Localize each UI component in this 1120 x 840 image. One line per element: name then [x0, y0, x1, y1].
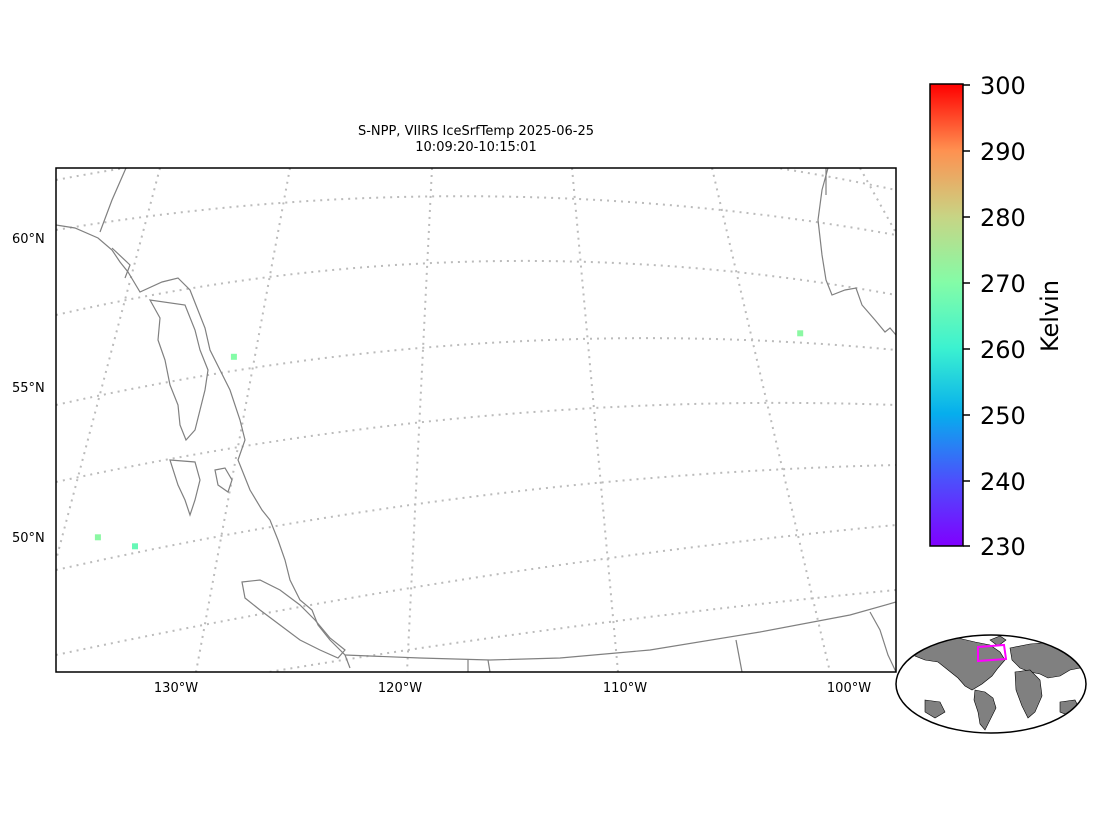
map-title-line1: S-NPP, VIIRS IceSrfTemp 2025-06-25: [357, 124, 595, 139]
lon-label-130w: 130°W: [154, 681, 198, 696]
map-frame: [55, 167, 897, 673]
colorbar-tick-290: 290: [980, 138, 1026, 166]
lon-label-100w: 100°W: [827, 681, 871, 696]
inset-land: [914, 635, 1086, 731]
data-point: [40, 506, 46, 512]
longitude-gridlines: [56, 168, 896, 672]
colorbar-tick-300: 300: [980, 72, 1026, 100]
lat-label-50: 50°N: [12, 531, 45, 546]
colorbar-label: Kelvin: [1036, 280, 1064, 352]
colorbar-gradient: [929, 83, 964, 547]
lon-label-110w: 110°W: [603, 681, 647, 696]
data-point: [132, 543, 138, 550]
colorbar-tick-230: 230: [980, 533, 1026, 561]
data-point: [1114, 386, 1120, 392]
colorbar-tick-270: 270: [980, 270, 1026, 298]
map-title: S-NPP, VIIRS IceSrfTemp 2025-06-25 10:09…: [56, 124, 896, 156]
data-point: [8, 401, 14, 407]
data-point: [1027, 439, 1033, 445]
inset-region-box: [977, 643, 1008, 663]
data-point: [94, 534, 101, 541]
lon-label-120w: 120°W: [378, 681, 422, 696]
data-point: [1029, 401, 1035, 407]
data-point: [797, 330, 804, 337]
map-title-line2: 10:09:20-10:15:01: [415, 140, 537, 155]
lat-label-60: 60°N: [12, 232, 45, 247]
colorbar-tick-250: 250: [980, 402, 1026, 430]
lat-label-55: 55°N: [12, 381, 45, 396]
data-points: [8, 330, 1120, 550]
latitude-gridlines: [56, 168, 896, 672]
colorbar-tick-280: 280: [980, 204, 1026, 232]
colorbar-ticks: [963, 84, 970, 547]
inset-outline: [895, 634, 1087, 734]
colorbar-tick-240: 240: [980, 468, 1026, 496]
colorbar: 300 290 280 270 260 250 240 230 Kelvin: [929, 72, 1064, 561]
data-point: [1049, 395, 1055, 401]
map-panel: [8, 168, 1120, 672]
colorbar-tick-260: 260: [980, 336, 1026, 364]
inset-globe: [895, 634, 1087, 734]
coastlines: [56, 168, 896, 672]
data-point: [230, 353, 237, 360]
